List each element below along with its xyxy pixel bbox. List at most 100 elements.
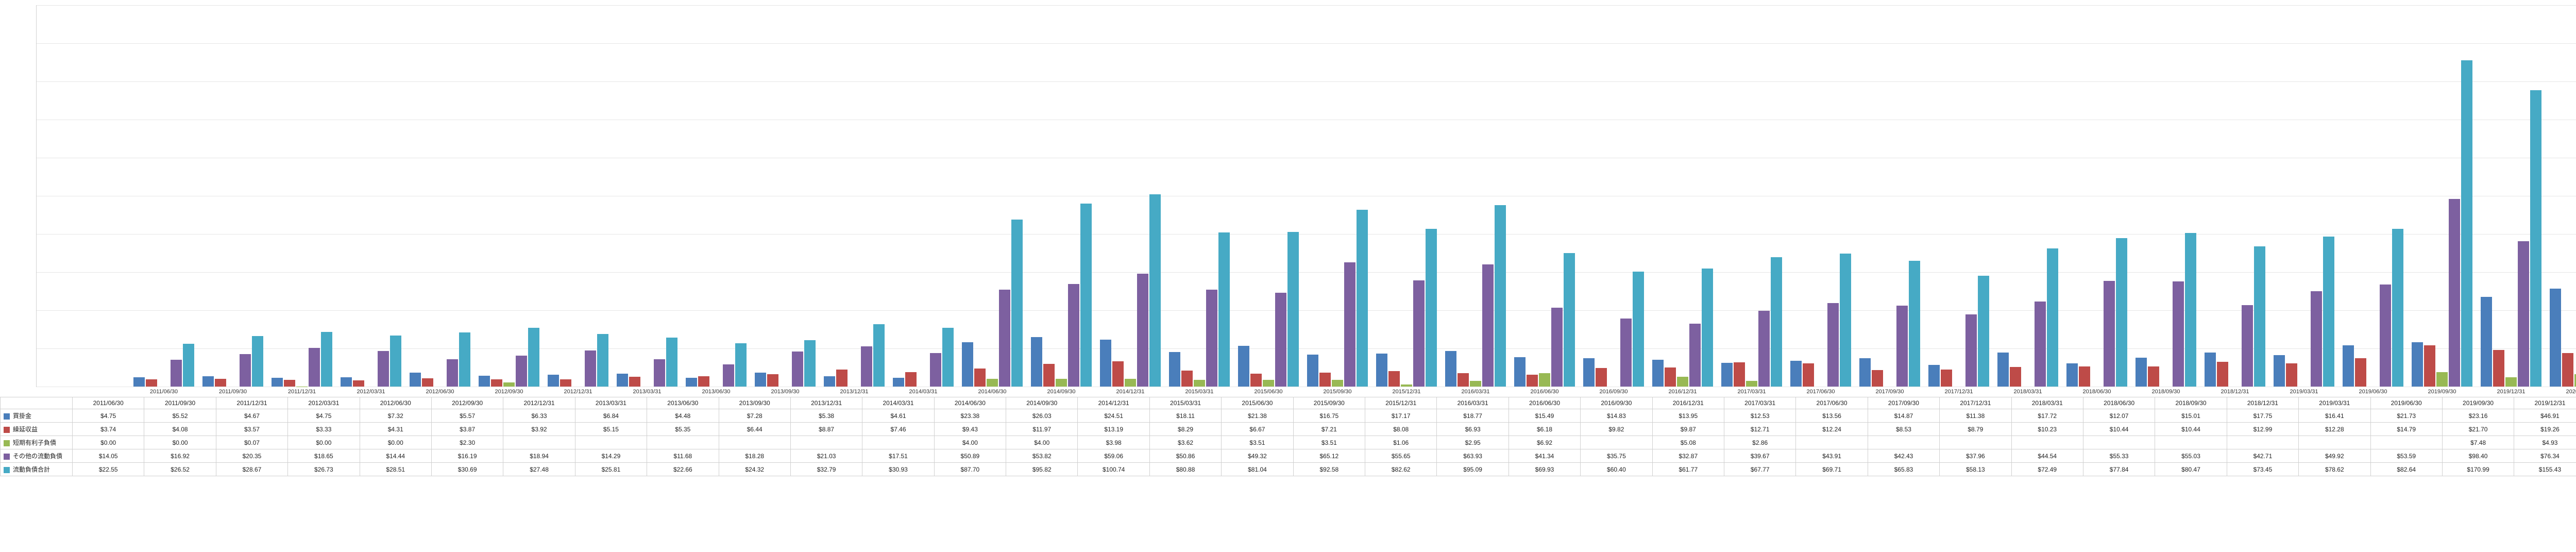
bar-accounts_payable — [341, 377, 352, 387]
table-cell — [719, 436, 790, 449]
table-cell: $27.48 — [503, 463, 575, 476]
bar-deferred_revenue — [353, 380, 364, 387]
table-cell: $5.15 — [575, 423, 647, 436]
bar-short_term_debt — [2436, 372, 2448, 387]
table-cell — [2155, 436, 2227, 449]
table-cell: $10.44 — [2155, 423, 2227, 436]
bar-short_term_debt — [2505, 377, 2517, 387]
table-cell — [575, 436, 647, 449]
table-date-header: 2011/06/30 — [73, 397, 144, 409]
table-cell: $4.67 — [216, 409, 287, 423]
bar-accounts_payable — [2412, 342, 2423, 387]
table-cell: $13.56 — [1796, 409, 1868, 423]
bar-total_current_liab — [1840, 254, 1851, 387]
bar-deferred_revenue — [2079, 366, 2090, 387]
table-date-header: 2016/12/31 — [1652, 397, 1724, 409]
table-cell — [503, 436, 575, 449]
bar-short_term_debt — [1677, 377, 1688, 387]
bar-other_current_liab — [2380, 285, 2391, 387]
bar-other_current_liab — [2311, 291, 2322, 387]
bar-total_current_liab — [735, 343, 747, 387]
bar-total_current_liab — [942, 328, 954, 387]
bar-accounts_payable — [1928, 365, 1940, 387]
bar-total_current_liab — [321, 332, 332, 387]
bar-other_current_liab — [1344, 262, 1355, 387]
bar-group: 2019/09/30 — [2412, 5, 2472, 387]
x-axis-label: 2013/12/31 — [824, 389, 885, 395]
bar-accounts_payable — [1583, 358, 1595, 387]
bar-other_current_liab — [1551, 308, 1563, 387]
series-label-short_term_debt: 短期有利子負債 — [1, 436, 73, 449]
bar-total_current_liab — [1564, 253, 1575, 387]
x-axis-label: 2013/03/31 — [617, 389, 677, 395]
x-axis-label: 2018/09/30 — [2136, 389, 2196, 395]
bar-deferred_revenue — [1803, 363, 1814, 387]
table-cell: $4.48 — [647, 409, 719, 423]
table-date-header: 2016/03/31 — [1437, 397, 1509, 409]
bar-other_current_liab — [447, 359, 458, 387]
legend-swatch — [4, 440, 10, 446]
bar-other_current_liab — [654, 359, 665, 387]
bar-group: 2015/06/30 — [1238, 5, 1299, 387]
bar-total_current_liab — [597, 334, 608, 387]
table-cell — [647, 436, 719, 449]
bar-total_current_liab — [1426, 229, 1437, 387]
table-cell: $0.00 — [288, 436, 360, 449]
table-cell: $14.83 — [1581, 409, 1652, 423]
table-cell: $3.62 — [1149, 436, 1221, 449]
table-date-header: 2013/06/30 — [647, 397, 719, 409]
bar-short_term_debt — [1125, 379, 1136, 387]
bar-group: 2018/03/31 — [1997, 5, 2058, 387]
table-cell: $18.94 — [503, 449, 575, 463]
bar-deferred_revenue — [2355, 358, 2366, 387]
bar-deferred_revenue — [1941, 370, 1952, 387]
table-date-header: 2015/06/30 — [1222, 397, 1293, 409]
bar-accounts_payable — [1100, 340, 1111, 387]
table-cell: $21.70 — [2442, 423, 2514, 436]
table-cell: $6.18 — [1509, 423, 1580, 436]
bar-other_current_liab — [1206, 290, 1217, 387]
bar-group: 2014/12/31 — [1100, 5, 1161, 387]
bar-group: 2018/12/31 — [2205, 5, 2265, 387]
table-cell: $30.69 — [431, 463, 503, 476]
x-axis-label: 2012/03/31 — [341, 389, 401, 395]
table-cell: $82.62 — [1365, 463, 1437, 476]
bar-deferred_revenue — [284, 380, 295, 387]
table-cell: $35.75 — [1581, 449, 1652, 463]
table-cell: $16.41 — [2299, 409, 2370, 423]
bar-group: 2018/06/30 — [2066, 5, 2127, 387]
bar-accounts_payable — [2274, 355, 2285, 387]
x-axis-label: 2014/12/31 — [1100, 389, 1161, 395]
table-cell: $26.03 — [1006, 409, 1078, 423]
table-cell: $80.47 — [2155, 463, 2227, 476]
bar-total_current_liab — [1287, 232, 1299, 387]
bar-group: 2016/03/31 — [1445, 5, 1506, 387]
table-cell: $43.91 — [1796, 449, 1868, 463]
bar-total_current_liab — [1702, 269, 1713, 387]
table-cell: $69.71 — [1796, 463, 1868, 476]
table-date-header: 2019/12/31 — [2514, 397, 2576, 409]
table-cell: $18.28 — [719, 449, 790, 463]
table-date-header: 2016/09/30 — [1581, 397, 1652, 409]
bar-other_current_liab — [1758, 311, 1770, 387]
bar-deferred_revenue — [1388, 371, 1400, 387]
bar-total_current_liab — [459, 332, 470, 387]
bar-other_current_liab — [2242, 305, 2253, 387]
table-cell: $7.46 — [862, 423, 934, 436]
bar-accounts_payable — [1307, 355, 1318, 387]
table-cell: $15.49 — [1509, 409, 1580, 423]
table-cell — [862, 436, 934, 449]
x-axis-label: 2013/09/30 — [755, 389, 816, 395]
bar-accounts_payable — [824, 376, 835, 387]
table-cell: $6.44 — [719, 423, 790, 436]
bar-other_current_liab — [378, 351, 389, 387]
bar-total_current_liab — [2461, 60, 2472, 387]
table-cell: $6.84 — [575, 409, 647, 423]
table-cell — [790, 436, 862, 449]
bar-accounts_payable — [2066, 363, 2078, 387]
x-axis-label: 2016/03/31 — [1445, 389, 1506, 395]
table-cell: $16.92 — [144, 449, 216, 463]
bar-total_current_liab — [2116, 238, 2127, 387]
table-cell: $9.43 — [934, 423, 1006, 436]
bar-other_current_liab — [1068, 284, 1079, 387]
